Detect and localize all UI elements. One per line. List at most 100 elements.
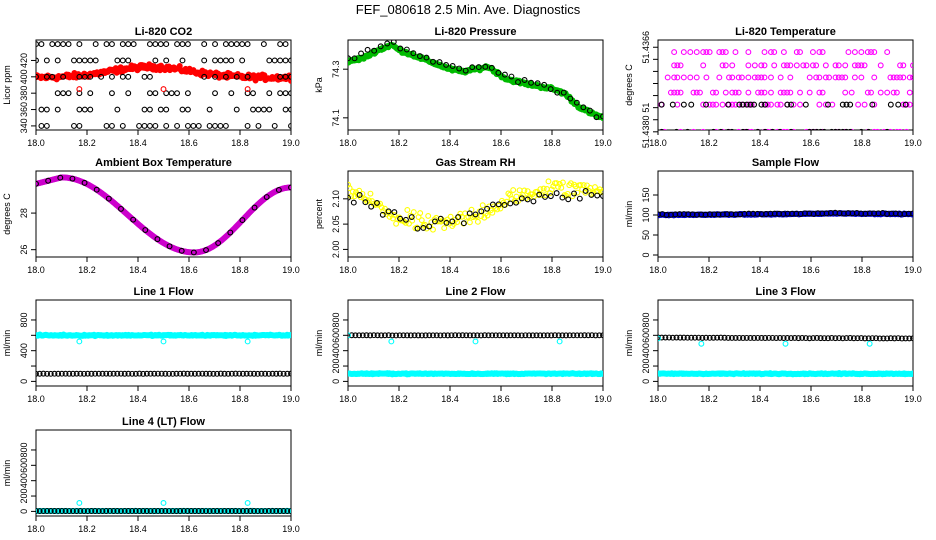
data-point (146, 73, 153, 80)
data-point (45, 177, 52, 184)
data-point (818, 128, 823, 130)
x-tick-label: 18.0 (27, 524, 45, 534)
data-point (501, 71, 508, 78)
y-tick-label: 340 (19, 118, 29, 133)
data-point (212, 57, 218, 64)
y-tick-label: 400 (19, 343, 29, 358)
data-point (129, 370, 136, 377)
data-point (36, 370, 39, 377)
data-point (576, 195, 583, 202)
data-point (484, 212, 491, 219)
data-point (754, 334, 761, 341)
data-point (810, 335, 817, 341)
data-point (173, 370, 180, 377)
data-point (700, 62, 707, 69)
data-point (588, 191, 595, 198)
data-point (276, 508, 283, 514)
data-point (65, 90, 72, 97)
y-axis-label: kPa (314, 77, 324, 93)
data-point (95, 508, 102, 514)
data-point (420, 224, 427, 231)
chart-title: Line 4 (LT) Flow (122, 416, 205, 428)
data-point (447, 213, 454, 220)
data-point (210, 370, 217, 377)
data-point (168, 90, 175, 97)
data-point (352, 332, 359, 339)
data-series (658, 49, 913, 130)
data-point (367, 332, 374, 339)
data-point (244, 90, 251, 97)
data-point (262, 508, 269, 514)
data-point (745, 89, 752, 96)
data-point (687, 74, 694, 81)
x-tick-label: 18.0 (339, 265, 357, 275)
data-point (832, 62, 839, 69)
data-point (777, 101, 784, 108)
data-series (348, 187, 603, 232)
data-series (348, 370, 603, 378)
data-point (540, 332, 547, 339)
data-point (777, 128, 783, 130)
data-point (441, 225, 448, 232)
data-point (740, 335, 746, 341)
data-point (507, 200, 514, 207)
data-point (76, 90, 83, 97)
data-point (518, 332, 525, 339)
data-point (871, 49, 878, 56)
plot-frame (35, 170, 292, 258)
data-point (503, 332, 510, 339)
data-point (770, 128, 775, 130)
data-point (441, 332, 448, 339)
data-point (680, 74, 687, 81)
y-tick-label: 400 (641, 343, 651, 358)
data-point (190, 249, 197, 256)
data-point (397, 45, 404, 52)
data-point (877, 62, 884, 69)
x-tick-label: 18.0 (339, 394, 357, 404)
data-point (433, 332, 440, 339)
data-point (706, 101, 713, 108)
plot-frame (35, 39, 292, 131)
data-point (244, 499, 251, 506)
data-series (348, 332, 603, 339)
data-point (832, 335, 839, 342)
data-point (273, 508, 280, 514)
data-point (693, 89, 700, 96)
data-point (254, 508, 261, 514)
data-series (36, 61, 291, 84)
data-point (843, 101, 850, 108)
x-tick-label: 18.6 (802, 265, 820, 275)
data-point (600, 193, 603, 200)
data-point (906, 74, 913, 81)
data-point (745, 62, 752, 69)
data-point (564, 190, 571, 197)
data-point (125, 41, 132, 48)
data-point (418, 332, 425, 339)
y-tick-label: 51.4380 (641, 116, 651, 149)
data-point (897, 74, 904, 81)
data-point (716, 49, 723, 56)
data-point (66, 370, 73, 377)
chart-title: Li-820 Temperature (735, 26, 836, 38)
data-point (692, 334, 698, 341)
data-point (695, 334, 702, 341)
data-point (87, 106, 94, 113)
data-point (804, 128, 809, 130)
data-point (212, 41, 218, 48)
data-point (510, 187, 517, 194)
data-point (282, 73, 289, 80)
data-point (728, 334, 735, 341)
data-point (114, 106, 121, 113)
data-point (250, 106, 256, 113)
data-series (76, 338, 251, 345)
data-point (677, 89, 684, 96)
data-point (244, 338, 251, 345)
data-point (370, 332, 377, 339)
y-tick-label: 26 (19, 245, 29, 255)
x-tick-label: 18.0 (27, 138, 45, 148)
data-point (747, 101, 754, 108)
data-point (881, 128, 887, 130)
data-point (816, 89, 823, 96)
y-tick-label: 50 (641, 230, 651, 240)
data-point (773, 335, 780, 341)
